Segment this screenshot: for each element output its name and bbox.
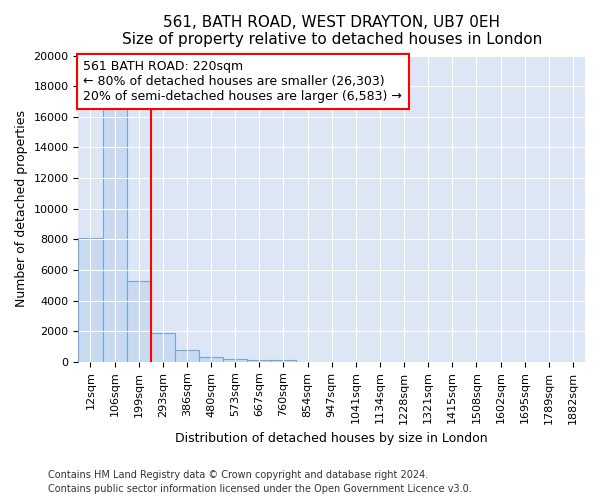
Text: Contains public sector information licensed under the Open Government Licence v3: Contains public sector information licen… [48,484,472,494]
X-axis label: Distribution of detached houses by size in London: Distribution of detached houses by size … [175,432,488,445]
Bar [103,109,127,362]
Bar [247,360,271,362]
Text: Contains HM Land Registry data © Crown copyright and database right 2024.: Contains HM Land Registry data © Crown c… [48,470,428,480]
Bar [175,350,199,362]
Text: 561 BATH ROAD: 220sqm
← 80% of detached houses are smaller (26,303)
20% of semi-: 561 BATH ROAD: 220sqm ← 80% of detached … [83,60,403,103]
Bar [127,280,151,362]
Bar [79,238,103,362]
Bar [199,357,223,362]
Bar [151,334,175,362]
Title: 561, BATH ROAD, WEST DRAYTON, UB7 0EH
Size of property relative to detached hous: 561, BATH ROAD, WEST DRAYTON, UB7 0EH Si… [122,15,542,48]
Y-axis label: Number of detached properties: Number of detached properties [15,110,28,307]
Bar [271,360,296,362]
Bar [223,359,247,362]
